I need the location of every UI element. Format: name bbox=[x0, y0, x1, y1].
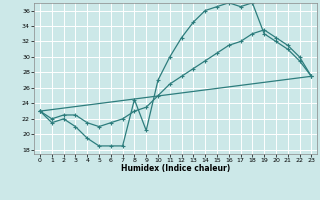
X-axis label: Humidex (Indice chaleur): Humidex (Indice chaleur) bbox=[121, 164, 230, 173]
